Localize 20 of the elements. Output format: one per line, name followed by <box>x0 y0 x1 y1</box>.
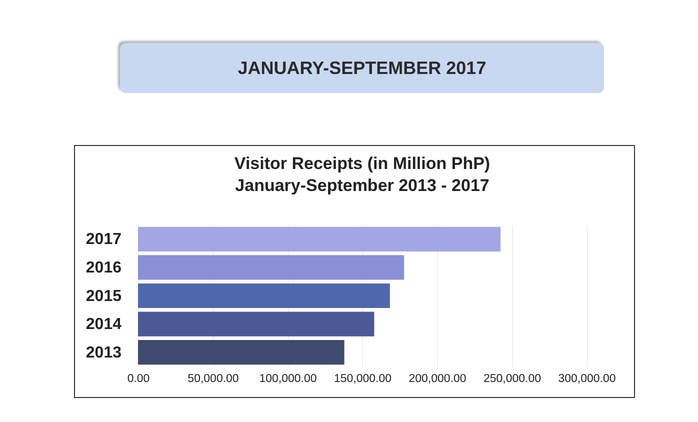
x-tick-label: 50,000.00 <box>188 373 239 385</box>
bar <box>138 283 390 308</box>
chart-subtitle: January-September 2013 - 2017 <box>235 176 490 195</box>
y-tick-label: 2017 <box>86 231 122 248</box>
text: JANUARY-SEPTEMBER 2017 <box>236 58 488 78</box>
bar <box>138 312 374 336</box>
x-tick-label: 250,000.00 <box>483 373 542 385</box>
y-tick-label: 2015 <box>86 288 122 305</box>
bar <box>138 255 404 280</box>
y-tick-label: 2014 <box>86 316 122 334</box>
x-tick-label: 100,000.00 <box>259 373 317 385</box>
x-tick-label: 300,000.00 <box>558 373 616 385</box>
x-tick-label: 200,000.00 <box>408 373 466 385</box>
y-tick-label: 2013 <box>86 344 122 362</box>
chart-title: Visitor Receipts (in Million PhP) <box>234 154 490 173</box>
bar <box>138 226 501 252</box>
x-tick-label: 0.00 <box>127 373 150 385</box>
x-tick-label: 150,000.00 <box>334 373 392 385</box>
bar <box>138 340 344 365</box>
y-tick-label: 2016 <box>86 259 122 276</box>
